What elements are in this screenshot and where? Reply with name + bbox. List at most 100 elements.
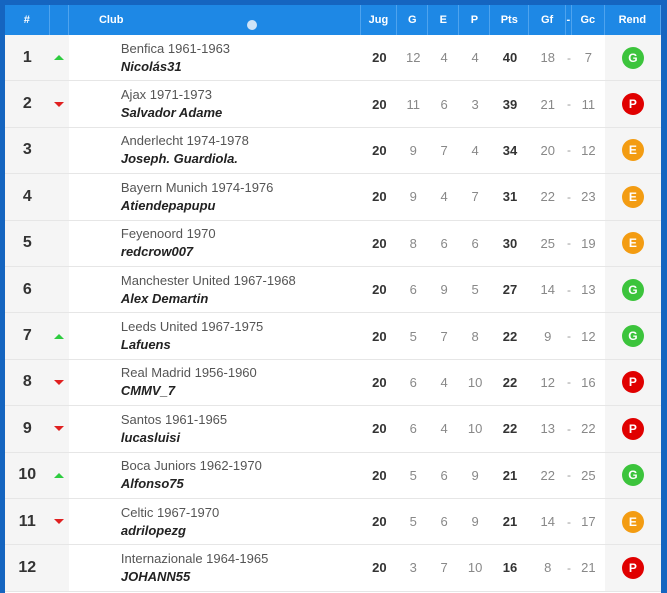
points-cell: 16 (502, 560, 518, 576)
club-cell[interactable]: Manchester United 1967-1968 Alex Demartin (69, 267, 361, 312)
won-cell: 6 (409, 421, 417, 437)
table-row[interactable]: 7 Leeds United 1967-1975 Lafuens 20 5 7 8 22 9-1… (5, 313, 661, 360)
form-badge: G (621, 325, 644, 348)
goals-against-cell: 12 (581, 328, 596, 344)
trend-cell (49, 220, 69, 266)
trend-up-icon (54, 55, 65, 61)
trend-down-icon (54, 101, 65, 107)
club-cell[interactable]: Anderlecht 1974-1978 Joseph. Guardiola. (69, 128, 361, 173)
drawn-cell: 6 (440, 96, 448, 112)
form-cell: E (604, 174, 661, 220)
table-row[interactable]: 1 Benfica 1961-1963 Nicolás31 20 12 4 4 40 18-7 G (5, 35, 661, 82)
manager-name[interactable]: Lafuens (120, 337, 171, 353)
won-cell: 12 (405, 50, 421, 66)
goals-separator: - (567, 514, 572, 529)
manager-name[interactable]: JOHANN55 (120, 568, 191, 584)
table-row[interactable]: 9 Santos 1961-1965 lucasluisi 20 6 4 10 22 13-22… (5, 406, 661, 453)
goals-for-cell: 20 (540, 142, 555, 158)
goals-separator: - (567, 189, 572, 204)
form-badge: G (621, 278, 644, 301)
played-cell: 20 (372, 142, 387, 158)
won-cell: 5 (409, 514, 417, 530)
goals-for-cell: 25 (540, 235, 555, 251)
drawn-cell: 4 (440, 50, 448, 66)
table-row[interactable]: 3 Anderlecht 1974-1978 Joseph. Guardiola. 2… (5, 127, 661, 175)
form-cell: P (604, 81, 661, 127)
form-cell: P (604, 545, 661, 591)
club-cell[interactable]: Internazionale 1964-1965 JOHANN55 (69, 545, 361, 590)
manager-name[interactable]: adrilopezg (120, 522, 186, 538)
header-pts[interactable]: Pts (490, 5, 530, 35)
club-cell[interactable]: Leeds United 1967-1975 Lafuens (69, 313, 361, 358)
goals-for-cell: 22 (540, 467, 555, 483)
points-cell: 40 (502, 50, 518, 66)
club-cell[interactable]: Benfica 1961-1963 Nicolás31 (69, 35, 361, 80)
manager-name[interactable]: Atiendepapupu (120, 197, 216, 213)
table-row[interactable]: 4 Bayern Munich 1974-1976 Atiendepapupu 20 9… (5, 174, 661, 221)
club-cell[interactable]: Ajax 1971-1973 Salvador Adame (69, 81, 361, 126)
manager-name[interactable]: Alex Demartin (120, 290, 209, 306)
table-row[interactable]: 11 Celtic 1967-1970 adrilopezg 20 5 6 9 21 14-17… (5, 498, 661, 546)
goals-against-cell: 7 (584, 50, 592, 66)
resize-handle[interactable] (246, 20, 257, 30)
header-e[interactable]: E (428, 5, 460, 35)
row-position: 1 (5, 35, 50, 81)
lost-cell: 3 (471, 96, 479, 112)
club-cell[interactable]: Celtic 1967-1970 adrilopezg (69, 499, 361, 544)
club-name: Real Madrid 1956-1960 (120, 365, 257, 381)
won-cell: 5 (409, 328, 417, 344)
form-badge: P (621, 417, 644, 440)
points-cell: 30 (502, 235, 518, 251)
trend-cell (49, 266, 69, 313)
club-cell[interactable]: Santos 1961-1965 lucasluisi (69, 406, 361, 451)
trend-cell (49, 359, 69, 406)
club-cell[interactable]: Boca Juniors 1962-1970 Alfonso75 (69, 453, 361, 498)
won-cell: 6 (409, 282, 417, 298)
goals-for-cell: 22 (540, 189, 555, 205)
table-row[interactable]: 8 Real Madrid 1956-1960 CMMV_7 20 6 4 10 22 12-1… (5, 359, 661, 407)
header-pos[interactable]: # (5, 5, 50, 35)
table-row[interactable]: 5 Feyenoord 1970 redcrow007 20 8 6 6 30 25-19 E (5, 220, 661, 267)
header-club[interactable]: Club (69, 5, 361, 35)
table-row[interactable]: 10 Boca Juniors 1962-1970 Alfonso75 20 5 6 9 21… (5, 452, 661, 499)
club-cell[interactable]: Real Madrid 1956-1960 CMMV_7 (69, 360, 361, 405)
goals-separator: - (567, 329, 572, 344)
goals-separator: - (567, 143, 572, 158)
points-cell: 21 (502, 514, 518, 530)
trend-cell (49, 127, 69, 174)
header-gf[interactable]: Gf (529, 5, 566, 35)
form-badge: P (621, 556, 644, 579)
form-badge: E (621, 232, 644, 255)
table-row[interactable]: 6 Manchester United 1967-1968 Alex Demarti… (5, 266, 661, 314)
club-cell[interactable]: Bayern Munich 1974-1976 Atiendepapupu (69, 174, 361, 219)
header-gc[interactable]: Gc (572, 5, 605, 35)
won-cell: 3 (409, 560, 417, 576)
club-cell[interactable]: Feyenoord 1970 redcrow007 (69, 221, 361, 266)
manager-name[interactable]: CMMV_7 (120, 383, 176, 399)
goals-against-cell: 23 (581, 189, 596, 205)
table-row[interactable]: 12 Internazionale 1964-1965 JOHANN55 20 3 7 10… (5, 545, 661, 592)
trend-up-icon (54, 472, 65, 478)
drawn-cell: 9 (440, 282, 448, 298)
header-jug[interactable]: Jug (361, 5, 398, 35)
manager-name[interactable]: redcrow007 (120, 244, 194, 260)
goals-separator: - (567, 282, 572, 297)
played-cell: 20 (372, 189, 387, 205)
header-p[interactable]: P (459, 5, 491, 35)
manager-name[interactable]: Alfonso75 (120, 476, 184, 492)
table-row[interactable]: 2 Ajax 1971-1973 Salvador Adame 20 11 6 3 39 21-… (5, 81, 661, 128)
manager-name[interactable]: Joseph. Guardiola. (120, 151, 238, 167)
manager-name[interactable]: Salvador Adame (120, 105, 223, 121)
header-g[interactable]: G (397, 5, 429, 35)
goals-against-cell: 12 (581, 142, 596, 158)
goals-against-cell: 16 (581, 374, 596, 390)
drawn-cell: 4 (440, 421, 448, 437)
manager-name[interactable]: lucasluisi (120, 429, 181, 445)
club-name: Celtic 1967-1970 (120, 504, 220, 520)
club-name: Bayern Munich 1974-1976 (120, 179, 274, 195)
manager-name[interactable]: Nicolás31 (120, 58, 182, 74)
goals-against-cell: 11 (581, 96, 596, 112)
goals-for-cell: 9 (544, 328, 552, 344)
header-rend[interactable]: Rend (605, 5, 661, 35)
form-cell: E (604, 220, 661, 266)
